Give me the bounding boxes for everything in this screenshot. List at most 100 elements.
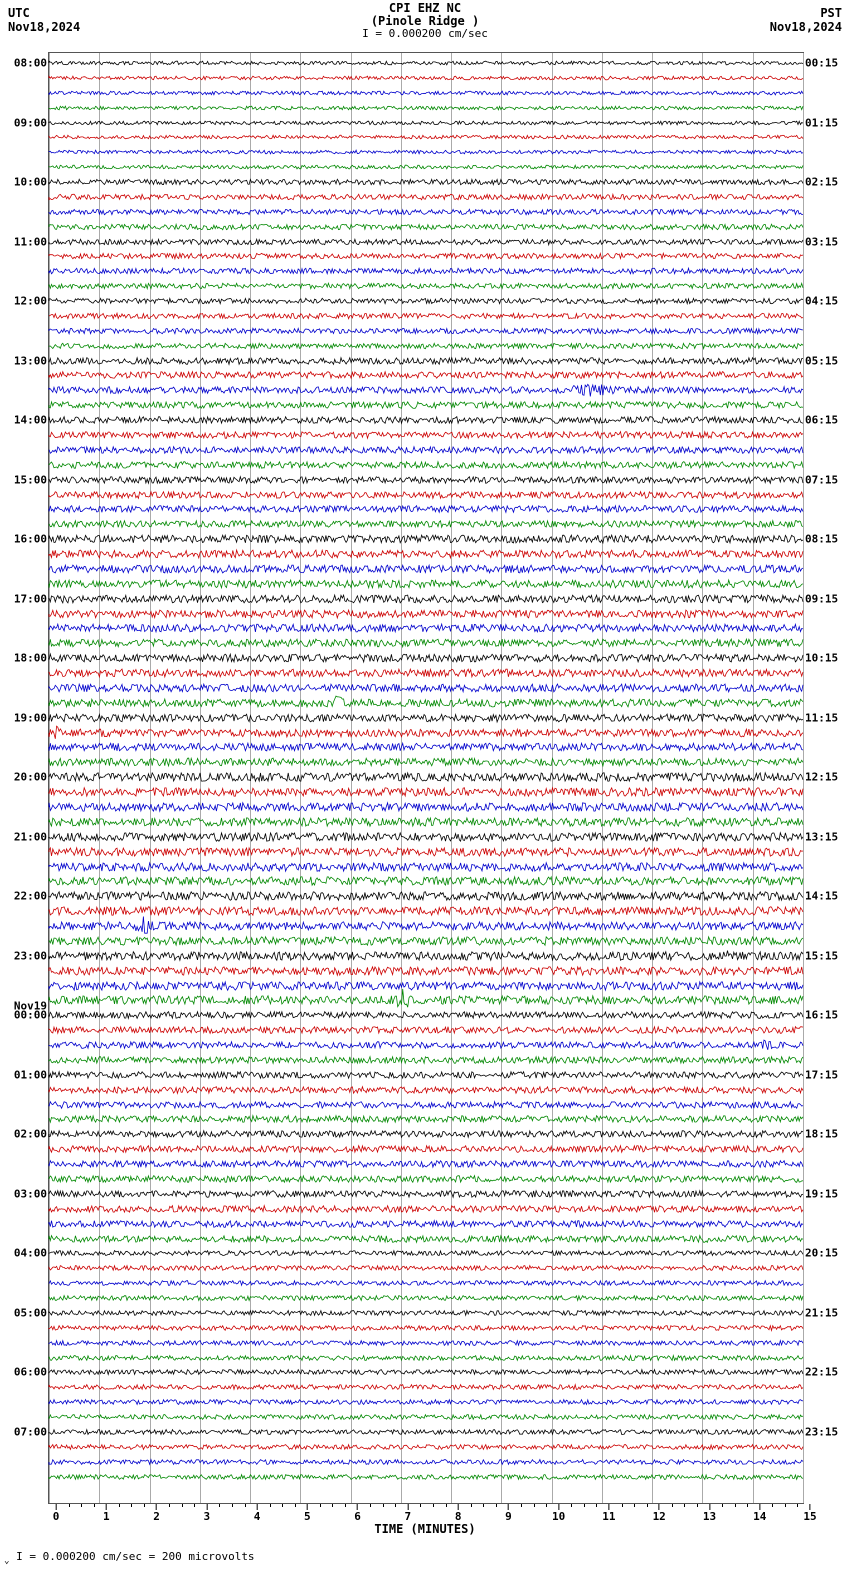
pst-time-label: 05:15 — [805, 354, 847, 367]
x-minor-tick — [534, 1504, 535, 1507]
utc-time-label: 09:00 — [5, 116, 47, 129]
utc-time-label: 17:00 — [5, 592, 47, 605]
x-minor-tick — [546, 1504, 547, 1507]
scale-bar-icon: I — [362, 27, 369, 40]
pst-time-label: 23:15 — [805, 1425, 847, 1438]
x-minor-tick — [772, 1504, 773, 1507]
pst-time-label: 19:15 — [805, 1187, 847, 1200]
x-minor-tick — [521, 1504, 522, 1507]
x-minor-tick — [647, 1504, 648, 1507]
pst-time-label: 17:15 — [805, 1068, 847, 1081]
x-tick: 12 — [653, 1504, 666, 1523]
pst-time-label: 03:15 — [805, 235, 847, 248]
x-minor-tick — [245, 1504, 246, 1507]
x-minor-tick — [735, 1504, 736, 1507]
utc-time-label: 14:00 — [5, 414, 47, 427]
utc-time-label: 03:00 — [5, 1187, 47, 1200]
utc-tz-label: UTC — [8, 6, 80, 20]
utc-time-label: 02:00 — [5, 1128, 47, 1141]
scale-value: = 0.000200 cm/sec — [375, 27, 488, 40]
x-minor-tick — [69, 1504, 70, 1507]
x-minor-tick — [571, 1504, 572, 1507]
x-tick: 7 — [405, 1504, 412, 1523]
x-minor-tick — [119, 1504, 120, 1507]
x-minor-tick — [345, 1504, 346, 1507]
x-minor-tick — [81, 1504, 82, 1507]
pst-date: Nov18,2024 — [770, 20, 842, 34]
pst-tz-label: PST — [770, 6, 842, 20]
pst-time-label: 10:15 — [805, 652, 847, 665]
x-minor-tick — [420, 1504, 421, 1507]
x-tick: 6 — [354, 1504, 361, 1523]
footer-sub-icon: ⌄ — [4, 1555, 10, 1566]
utc-time-label: 01:00 — [5, 1068, 47, 1081]
x-minor-tick — [295, 1504, 296, 1507]
seismic-trace — [49, 1462, 803, 1492]
utc-date: Nov18,2024 — [8, 20, 80, 34]
pst-time-label: 20:15 — [805, 1247, 847, 1260]
x-tick: 1 — [103, 1504, 110, 1523]
x-minor-tick — [370, 1504, 371, 1507]
scale-indicator: I = 0.000200 cm/sec — [362, 28, 488, 40]
x-minor-tick — [785, 1504, 786, 1507]
x-minor-tick — [182, 1504, 183, 1507]
utc-time-label: 15:00 — [5, 473, 47, 486]
pst-time-label: 06:15 — [805, 414, 847, 427]
utc-time-label: 22:00 — [5, 890, 47, 903]
pst-time-label: 00:15 — [805, 57, 847, 70]
x-tick: 0 — [53, 1504, 60, 1523]
plot-container: 08:0009:0010:0011:0012:0013:0014:0015:00… — [8, 52, 842, 1544]
pst-time-label: 07:15 — [805, 473, 847, 486]
pst-time-label: 21:15 — [805, 1306, 847, 1319]
x-minor-tick — [433, 1504, 434, 1507]
x-axis: TIME (MINUTES) 0123456789101112131415 — [56, 1504, 794, 1544]
x-minor-tick — [584, 1504, 585, 1507]
utc-header: UTC Nov18,2024 — [8, 6, 80, 34]
x-minor-tick — [596, 1504, 597, 1507]
pst-time-label: 22:15 — [805, 1366, 847, 1379]
x-minor-tick — [684, 1504, 685, 1507]
pst-time-label: 16:15 — [805, 1009, 847, 1022]
utc-time-label: 19:00 — [5, 711, 47, 724]
x-minor-tick — [797, 1504, 798, 1507]
pst-time-label: 09:15 — [805, 592, 847, 605]
x-minor-tick — [144, 1504, 145, 1507]
x-minor-tick — [634, 1504, 635, 1507]
x-tick: 4 — [254, 1504, 261, 1523]
x-minor-tick — [622, 1504, 623, 1507]
pst-time-label: 18:15 — [805, 1128, 847, 1141]
x-minor-tick — [194, 1504, 195, 1507]
pst-time-label: 08:15 — [805, 533, 847, 546]
x-minor-tick — [395, 1504, 396, 1507]
x-tick: 14 — [753, 1504, 766, 1523]
utc-time-label: 07:00 — [5, 1425, 47, 1438]
chart-header: UTC Nov18,2024 CPI EHZ NC (Pinole Ridge … — [0, 0, 850, 52]
x-tick: 13 — [703, 1504, 716, 1523]
x-minor-tick — [483, 1504, 484, 1507]
footer-scale-text: = 0.000200 cm/sec = 200 microvolts — [29, 1550, 254, 1563]
x-minor-tick — [672, 1504, 673, 1507]
pst-time-label: 02:15 — [805, 176, 847, 189]
helicorder-plot: 08:0009:0010:0011:0012:0013:0014:0015:00… — [48, 52, 804, 1504]
utc-time-label: 05:00 — [5, 1306, 47, 1319]
utc-time-label: 11:00 — [5, 235, 47, 248]
x-minor-tick — [697, 1504, 698, 1507]
scale-bar-icon: I — [16, 1550, 23, 1563]
x-minor-tick — [270, 1504, 271, 1507]
utc-time-label: 20:00 — [5, 771, 47, 784]
x-minor-tick — [219, 1504, 220, 1507]
footer-scale: ⌄ I = 0.000200 cm/sec = 200 microvolts — [0, 1544, 850, 1572]
x-minor-tick — [320, 1504, 321, 1507]
x-tick: 15 — [803, 1504, 816, 1523]
utc-time-label: 04:00 — [5, 1247, 47, 1260]
utc-time-label: 21:00 — [5, 830, 47, 843]
x-tick: 11 — [602, 1504, 615, 1523]
pst-time-label: 15:15 — [805, 949, 847, 962]
utc-time-label: 08:00 — [5, 57, 47, 70]
x-minor-tick — [169, 1504, 170, 1507]
utc-time-label: 13:00 — [5, 354, 47, 367]
x-minor-tick — [282, 1504, 283, 1507]
x-tick: 8 — [455, 1504, 462, 1523]
pst-time-label: 14:15 — [805, 890, 847, 903]
x-minor-tick — [332, 1504, 333, 1507]
